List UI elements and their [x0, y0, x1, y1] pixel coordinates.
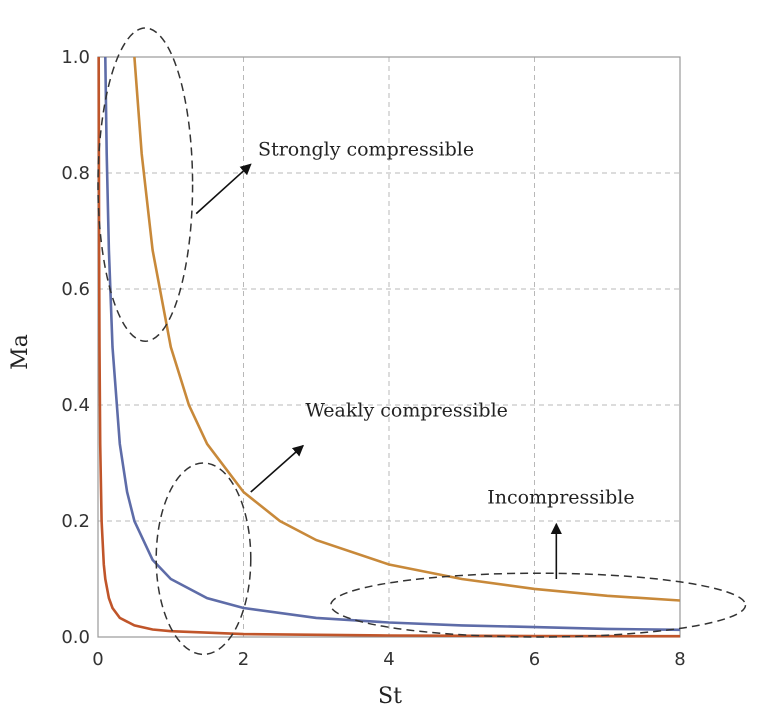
y-tick-label: 0.0 — [61, 627, 90, 648]
series-line-1 — [133, 56, 681, 602]
annotation-arrow — [250, 444, 304, 493]
tick-labels: 0 2 4 6 8 0.0 0.2 0.4 0.6 0.8 1.0 — [61, 47, 685, 670]
annotations: Strongly compressible Weakly compressible… — [258, 139, 635, 509]
incompressible-region-ellipse — [330, 572, 747, 638]
y-tick-label: 0.4 — [61, 395, 90, 416]
x-tick-label: 6 — [529, 649, 540, 670]
x-tick-label: 0 — [92, 649, 103, 670]
plot-frame — [97, 56, 681, 638]
x-tick-label: 4 — [383, 649, 394, 670]
y-tick-label: 1.0 — [61, 47, 90, 68]
strongly-region-ellipse — [97, 27, 194, 342]
annotation-arrow — [195, 163, 252, 215]
annotation-label: Incompressible — [487, 487, 634, 509]
curves — [97, 56, 681, 638]
y-axis-label: Ma — [8, 334, 33, 370]
series-line-2 — [104, 56, 681, 632]
y-tick-label: 0.6 — [61, 279, 90, 300]
annotation-label: Weakly compressible — [305, 400, 508, 422]
x-tick-label: 2 — [238, 649, 249, 670]
y-tick-label: 0.8 — [61, 163, 90, 184]
arrows — [195, 163, 562, 579]
series-line-3 — [97, 56, 681, 638]
grid — [98, 57, 680, 637]
x-tick-label: 8 — [674, 649, 685, 670]
weakly-region-ellipse — [155, 462, 252, 656]
y-tick-label: 0.2 — [61, 511, 90, 532]
annotation-label: Strongly compressible — [258, 139, 474, 161]
x-axis-label: St — [378, 684, 402, 709]
regions — [97, 27, 747, 656]
